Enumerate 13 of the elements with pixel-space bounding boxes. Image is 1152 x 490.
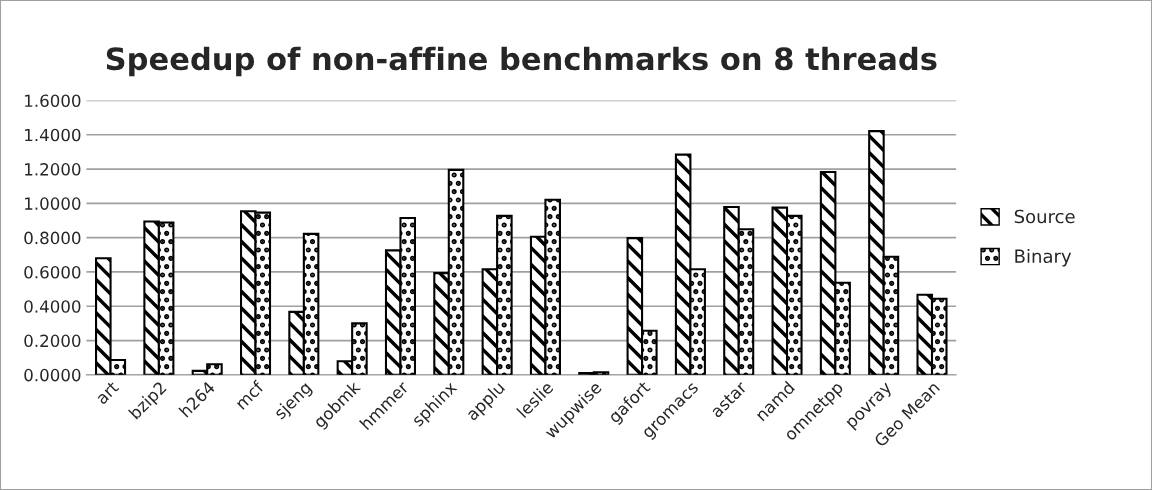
y-tick-label: 0.6000	[24, 265, 81, 279]
legend-label: Binary	[1015, 249, 1072, 267]
x-tick-label: art	[95, 380, 120, 405]
y-tick-label: 1.4000	[25, 128, 81, 142]
y-tick-label: 1.0000	[25, 197, 81, 210]
y-tick-label: 1.2000	[25, 163, 81, 176]
legend-label: Source	[1014, 209, 1075, 224]
y-tick-label: 0.2000	[24, 334, 81, 348]
y-tick-label: 0.0000	[24, 368, 81, 382]
y-tick-label: 1.6000	[25, 94, 81, 108]
chart-title: Speedup of non-affine benchmarks on 8 threads	[106, 46, 937, 77]
y-tick-label: 0.4000	[24, 300, 81, 313]
y-tick-label: 0.8000	[24, 231, 81, 245]
